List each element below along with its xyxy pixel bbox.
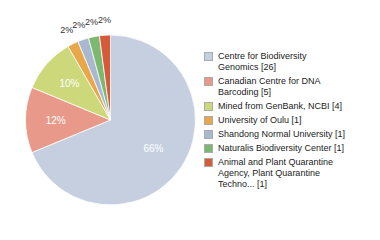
svg-text:2%: 2% — [60, 25, 73, 35]
html-text:Animal and Plant Quarantine Ag: Animal and Plant Quarantine Agency, Plan… — [218, 156, 334, 189]
svg-text:66%: 66% — [143, 143, 163, 154]
html-text:University of Oulu [1]: University of Oulu [1] — [218, 114, 302, 125]
svg-text:2%: 2% — [98, 15, 111, 25]
svg-text:12%: 12% — [46, 115, 66, 126]
html-text:Centre for Biodiversity Genomi: Centre for Biodiversity Genomics [26] — [218, 50, 307, 72]
html-text:Naturalis Biodiversity Center: Naturalis Biodiversity Center [1] — [218, 142, 345, 153]
svg-text:2%: 2% — [72, 20, 85, 30]
html-text:Shandong Normal University [1]: Shandong Normal University [1] — [218, 128, 346, 139]
html-text:Mined from GenBank, NCBI [4]: Mined from GenBank, NCBI [4] — [218, 100, 343, 111]
svg-text:2%: 2% — [85, 17, 98, 27]
svg-text:10%: 10% — [59, 78, 79, 89]
html-text:Canadian Centre for DNA Barcod: Canadian Centre for DNA Barcoding [5] — [218, 75, 321, 97]
